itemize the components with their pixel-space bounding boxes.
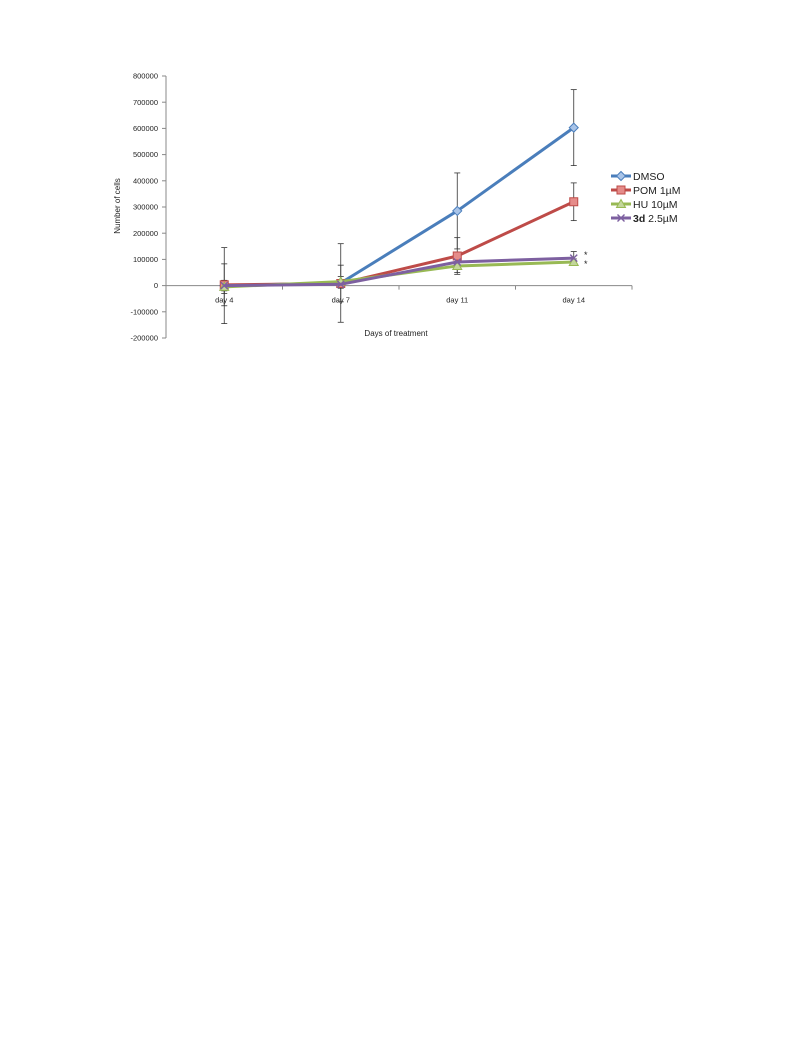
x-axis-title: Days of treatment: [364, 329, 428, 338]
significance-marker: *: [584, 250, 588, 260]
legend-entry: HU 10µM: [633, 199, 678, 211]
series-lines: [218, 122, 580, 291]
y-axis: -200000 -100000 0 100000 200000 300000 400000 5…: [130, 72, 167, 343]
y-tick-label: 800000: [133, 72, 158, 81]
y-tick-label: 200000: [133, 229, 158, 238]
x-tick-label: day 11: [446, 296, 468, 305]
series-line-3: [224, 256, 574, 288]
y-tick-label: 500000: [133, 150, 158, 159]
significance-marker: *: [584, 259, 588, 269]
data-point: [453, 258, 462, 267]
data-point: [568, 122, 579, 133]
y-tick-label: 100000: [133, 255, 158, 264]
y-tick-label: 400000: [133, 176, 158, 185]
data-point: [569, 254, 578, 263]
y-tick-label: 700000: [133, 98, 158, 107]
legend-entry-bold: 3d: [633, 213, 645, 225]
y-tick-label: 600000: [133, 124, 158, 133]
legend-marker: [615, 198, 627, 208]
legend-marker: [617, 214, 625, 222]
legend: DMSO POM 1µM HU 10µM 3d 2.5µM: [611, 170, 680, 225]
legend-entry: POM 1µM: [633, 185, 680, 197]
data-point: [220, 281, 229, 290]
data-point: [569, 197, 579, 207]
data-point: [452, 251, 462, 261]
y-axis-title: Number of cells: [113, 178, 122, 234]
x-axis: day 4 day 7 day 11 day 14: [165, 285, 633, 305]
y-tick-label: 0: [154, 281, 158, 290]
legend-entry: DMSO: [633, 171, 665, 183]
x-tick-label: day 14: [562, 296, 585, 305]
legend-marker: [615, 170, 627, 182]
series-line-0: [224, 126, 575, 288]
legend-entry: 3d 2.5µM: [633, 213, 678, 225]
legend-marker: [616, 185, 626, 195]
data-point: [452, 205, 463, 217]
data-point: [451, 260, 463, 270]
y-tick-label: 300000: [133, 203, 158, 212]
y-tick-label: -100000: [130, 307, 158, 316]
y-tick-label: -200000: [130, 334, 158, 343]
legend-entry-rest: 2.5µM: [645, 213, 677, 225]
data-point: [568, 256, 580, 267]
data-point: [336, 280, 345, 289]
